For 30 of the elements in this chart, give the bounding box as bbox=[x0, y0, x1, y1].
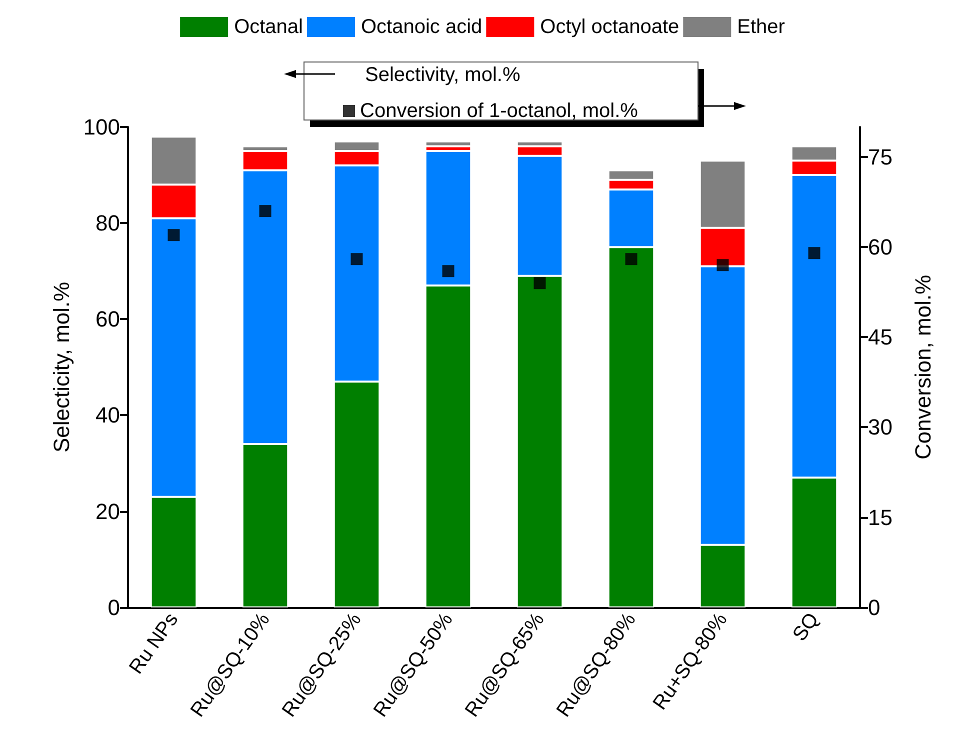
point bbox=[716, 259, 729, 272]
y2-tick-label: 0 bbox=[868, 594, 880, 620]
y-tick-label: 80 bbox=[96, 210, 120, 236]
legend-label: Octyl octanoate bbox=[540, 16, 680, 38]
y-tick-label: 60 bbox=[96, 306, 120, 332]
y-tick-label: 100 bbox=[83, 114, 120, 140]
point bbox=[442, 265, 454, 278]
legend-label: Conversion of 1-octanol, mol.% bbox=[360, 100, 638, 122]
point bbox=[808, 247, 820, 260]
y2-tick-label: 30 bbox=[868, 414, 892, 440]
text: Selectivity, mol.% bbox=[365, 64, 520, 86]
point bbox=[259, 205, 272, 218]
legend-label: Octanal bbox=[234, 16, 304, 38]
point bbox=[534, 277, 546, 290]
point bbox=[625, 253, 638, 266]
y2-axis-title: Conversion, mol.% bbox=[910, 274, 936, 460]
y2-tick-label: 75 bbox=[868, 144, 892, 170]
point bbox=[168, 229, 180, 242]
y2-tick-label: 60 bbox=[868, 234, 892, 260]
y-tick-label: 20 bbox=[96, 498, 120, 524]
legend-label: Octanoic acid bbox=[360, 16, 482, 38]
y2-tick-label: 15 bbox=[868, 504, 892, 530]
y-tick-label: 0 bbox=[108, 594, 120, 620]
legend-label: Ether bbox=[737, 16, 786, 38]
point bbox=[350, 253, 363, 266]
x-tick-label: Ru NPs bbox=[125, 609, 183, 678]
x-tick-label: SQ bbox=[788, 609, 824, 646]
y2-tick-label: 45 bbox=[868, 324, 892, 350]
y-tick-label: 40 bbox=[96, 402, 120, 428]
y-axis-title: Selecticity, mol.% bbox=[48, 282, 74, 453]
